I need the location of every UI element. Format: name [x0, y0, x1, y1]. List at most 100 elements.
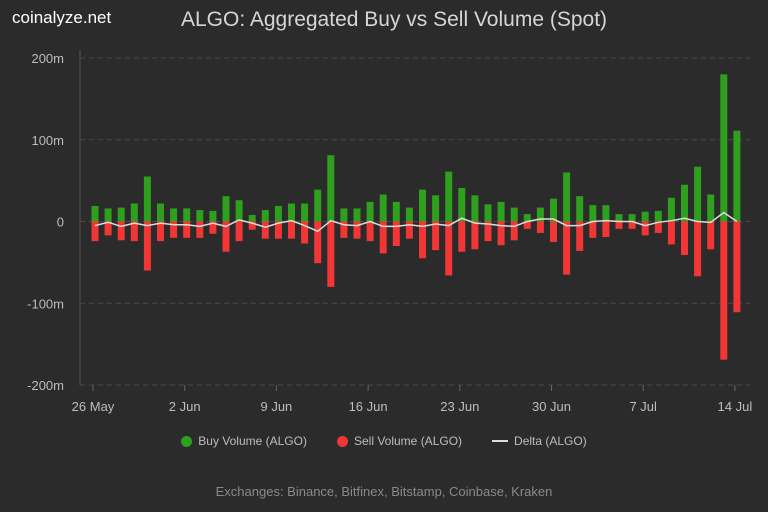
legend-sell-label: Sell Volume (ALGO)	[353, 434, 463, 448]
sell-bar	[235, 221, 243, 242]
legend-sell[interactable]: Sell Volume (ALGO)	[336, 434, 463, 448]
x-tick-label: 14 Jul	[718, 399, 753, 414]
sell-bar	[379, 221, 387, 254]
sell-bar	[471, 221, 479, 250]
sell-marker-icon	[336, 435, 348, 447]
x-tick-label: 23 Jun	[440, 399, 479, 414]
buy-bar	[720, 74, 728, 222]
exchanges-footer: Exchanges: Binance, Bitfinex, Bitstamp, …	[215, 484, 553, 499]
sell-bar	[458, 221, 466, 252]
x-tick-label: 9 Jun	[260, 399, 292, 414]
buy-bar	[301, 203, 309, 222]
sell-bar	[654, 221, 662, 233]
sell-bar	[694, 221, 702, 277]
chart-title: ALGO: Aggregated Buy vs Sell Volume (Spo…	[180, 8, 608, 31]
sell-bar	[327, 221, 335, 287]
sell-bar	[340, 221, 348, 238]
sell-bar	[117, 221, 125, 241]
y-tick-label: 0	[57, 215, 64, 230]
y-tick-label: 200m	[31, 51, 64, 66]
sell-bar	[301, 221, 309, 244]
buy-bar	[314, 189, 322, 222]
buy-bar	[261, 210, 269, 222]
buy-bar	[353, 208, 361, 222]
buy-bar	[379, 194, 387, 222]
sell-bar	[615, 221, 623, 229]
sell-bar	[576, 221, 584, 251]
buy-bar	[628, 214, 636, 222]
buy-bar	[196, 210, 204, 222]
buy-bar	[563, 172, 571, 222]
buy-bar	[288, 203, 295, 222]
legend-delta[interactable]: Delta (ALGO)	[492, 434, 587, 448]
sell-bar	[707, 221, 715, 250]
x-tick-label: 26 May	[72, 399, 115, 414]
buy-bar	[130, 203, 138, 222]
sell-bar	[602, 221, 610, 238]
sell-bar	[563, 221, 571, 275]
buy-bar	[510, 207, 518, 222]
buy-bar	[117, 207, 125, 222]
buy-bar	[694, 166, 702, 222]
buy-bar	[432, 195, 440, 222]
buy-bar	[340, 208, 348, 222]
sell-bar	[248, 221, 256, 230]
buy-bar	[366, 201, 374, 222]
sell-bar	[274, 221, 282, 239]
x-tick-label: 30 Jun	[532, 399, 571, 414]
sell-bar	[589, 221, 597, 238]
buy-bar	[589, 205, 597, 222]
sell-bar	[366, 221, 374, 242]
buy-bar	[681, 184, 688, 222]
sell-bar	[432, 221, 440, 251]
y-tick-label: -100m	[27, 296, 64, 311]
sell-bar	[209, 221, 217, 234]
buy-bar	[222, 196, 230, 222]
sell-bar	[288, 221, 295, 239]
sell-bar	[222, 221, 230, 252]
sell-bar	[143, 221, 151, 271]
buy-bar	[248, 214, 256, 222]
buy-bar	[183, 208, 191, 222]
buy-bar	[484, 204, 492, 222]
sell-bar	[170, 221, 178, 238]
x-tick-label: 7 Jul	[629, 399, 657, 414]
legend-delta-label: Delta (ALGO)	[514, 434, 587, 448]
buy-bar	[536, 207, 544, 222]
buy-bar	[445, 171, 453, 222]
sell-bar	[720, 221, 728, 360]
sell-bar	[510, 221, 518, 241]
buy-bar	[405, 207, 413, 222]
buy-bar	[458, 187, 466, 222]
buy-bar	[471, 195, 479, 222]
sell-bar	[353, 221, 361, 239]
buy-bar	[274, 205, 282, 222]
sell-bar	[314, 221, 322, 264]
buy-bar	[707, 194, 715, 222]
legend: Buy Volume (ALGO) Sell Volume (ALGO) Del…	[0, 434, 768, 448]
buy-bar	[327, 155, 335, 222]
buy-bar	[602, 205, 610, 222]
delta-line	[94, 211, 738, 233]
buy-bar	[667, 197, 675, 222]
buy-bar	[523, 214, 531, 222]
sell-bar	[445, 221, 453, 276]
brand-logo: coinalyze.net	[12, 8, 112, 27]
sell-bar	[392, 221, 400, 247]
sell-bar	[130, 221, 138, 242]
sell-bar	[628, 221, 636, 229]
buy-bar	[615, 214, 623, 222]
sell-bar	[419, 221, 426, 259]
legend-buy[interactable]: Buy Volume (ALGO)	[181, 434, 307, 448]
sell-bar	[261, 221, 269, 239]
buy-bar	[209, 210, 217, 222]
buy-bar	[654, 210, 662, 222]
buy-bar	[170, 208, 178, 222]
sell-bar	[733, 221, 741, 313]
sell-bar	[196, 221, 204, 238]
sell-bar	[405, 221, 413, 239]
buy-bar	[143, 176, 151, 222]
sell-bar	[484, 221, 492, 242]
